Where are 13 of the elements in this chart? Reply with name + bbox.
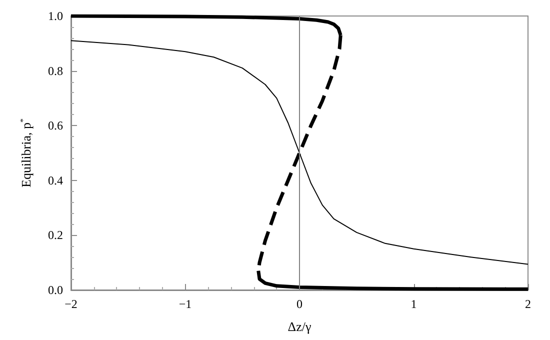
- x-tick-label: 0: [296, 297, 302, 311]
- y-tick-label: 0.4: [48, 173, 63, 188]
- y-axis-title: Equilibria, p*: [18, 118, 34, 188]
- x-axis-title: Δz/γ: [288, 319, 312, 334]
- x-tick-label: −1: [178, 297, 192, 311]
- y-tick-label: 1.0: [48, 9, 63, 23]
- x-tick-label: −2: [64, 297, 78, 311]
- y-tick-label: 0.0: [48, 283, 63, 297]
- x-tick-label: 2: [525, 297, 531, 311]
- y-tick-label: 0.8: [48, 64, 63, 78]
- y-tick-label: 0.6: [48, 118, 63, 133]
- x-tick-label: 1: [410, 297, 417, 311]
- y-tick-label: 0.2: [48, 228, 63, 242]
